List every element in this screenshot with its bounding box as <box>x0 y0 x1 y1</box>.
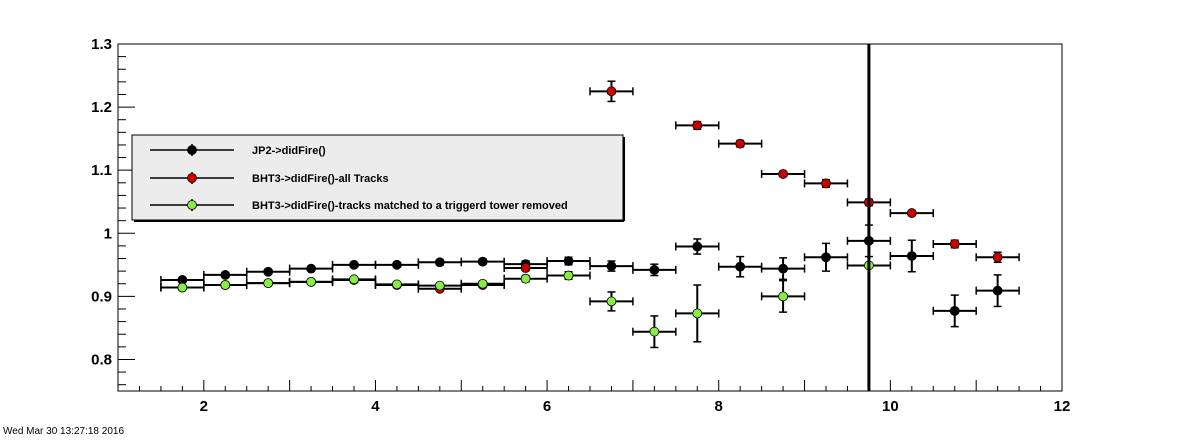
legend: JP2->didFire() BHT3->didFire()-all Tracks… <box>131 134 625 222</box>
y-tick-label: 1.3 <box>91 36 112 53</box>
data-point <box>735 261 746 272</box>
data-point <box>177 282 188 293</box>
data-point <box>992 252 1003 263</box>
data-point <box>263 266 274 277</box>
series-3 <box>160 260 892 349</box>
data-point <box>949 305 960 316</box>
data-point <box>306 276 316 287</box>
x-tick-label: 2 <box>200 398 208 415</box>
legend-marker <box>187 200 197 210</box>
legend-label: BHT3->didFire()-all Tracks <box>252 173 389 185</box>
y-tick-label: 1.1 <box>91 162 112 179</box>
data-point <box>392 259 402 270</box>
y-tick-label: 1 <box>104 225 112 242</box>
legend-label: JP2->didFire() <box>252 145 326 157</box>
data-point <box>649 326 660 337</box>
data-point <box>906 208 917 218</box>
data-point <box>392 279 402 290</box>
y-tick-label: 0.9 <box>91 288 112 305</box>
data-point <box>220 270 231 280</box>
data-point <box>949 239 960 249</box>
data-point <box>992 285 1003 296</box>
data-point <box>520 273 531 284</box>
x-tick-label: 8 <box>715 398 723 415</box>
data-point <box>606 261 617 271</box>
data-point <box>606 86 617 97</box>
data-point <box>306 263 316 274</box>
data-point <box>434 257 445 268</box>
legend-marker <box>187 145 197 155</box>
data-point <box>349 259 359 270</box>
x-tick-label: 10 <box>882 398 899 415</box>
y-tick-label: 0.8 <box>91 351 112 368</box>
data-point <box>821 252 831 263</box>
data-point <box>906 251 917 261</box>
data-marks <box>160 44 1020 391</box>
data-point <box>821 178 831 189</box>
data-point <box>220 280 231 290</box>
data-point <box>477 278 488 289</box>
legend-marker <box>187 173 197 183</box>
timestamp: Wed Mar 30 13:27:18 2016 <box>3 426 125 437</box>
data-point <box>434 280 445 291</box>
y-tick-label: 1.2 <box>91 99 112 116</box>
data-point <box>735 138 746 149</box>
data-point <box>778 169 788 179</box>
data-point <box>606 296 617 307</box>
data-point <box>692 120 703 131</box>
data-point <box>263 278 274 289</box>
data-point <box>477 256 488 267</box>
x-tick-label: 6 <box>543 398 551 415</box>
data-point <box>649 264 660 275</box>
x-tick-label: 12 <box>1054 398 1071 415</box>
x-tick-label: 4 <box>371 398 380 415</box>
data-point <box>349 274 359 285</box>
data-point <box>778 263 788 274</box>
axes: 2 4 6 8 10 12 0.8 0.9 1 1.1 1.2 1.3 <box>91 36 1070 415</box>
legend-entry-2: BHT3->didFire()-all Tracks <box>150 172 389 185</box>
data-point <box>520 263 531 273</box>
data-point <box>563 270 574 281</box>
legend-entry-3: BHT3->didFire()-tracks matched to a trig… <box>150 199 568 212</box>
data-point <box>692 308 703 319</box>
legend-label: BHT3->didFire()-tracks matched to a trig… <box>252 200 568 212</box>
data-point <box>778 291 788 302</box>
data-point <box>563 256 574 266</box>
data-point <box>692 241 703 252</box>
legend-entry-1: JP2->didFire() <box>150 144 326 157</box>
